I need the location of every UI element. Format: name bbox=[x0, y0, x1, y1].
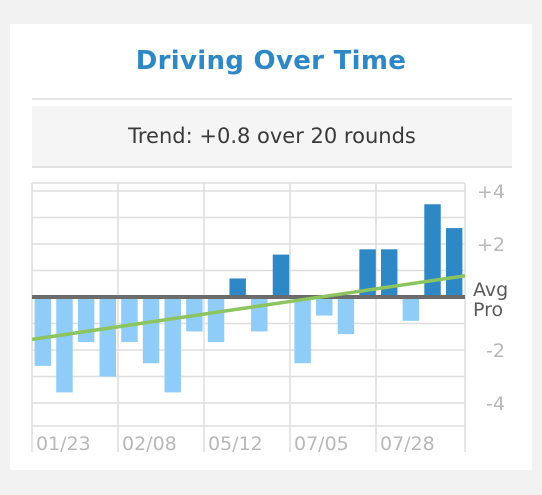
bar bbox=[99, 297, 117, 377]
pro-label: Pro bbox=[473, 299, 503, 321]
bar bbox=[402, 297, 420, 321]
bar bbox=[77, 297, 95, 343]
bar bbox=[380, 249, 398, 297]
bar bbox=[359, 249, 376, 297]
bar bbox=[142, 297, 160, 364]
x-axis-labels: 01/23 02/08 05/12 07/05 07/28 bbox=[36, 433, 435, 455]
x-tick-label: 07/28 bbox=[380, 433, 435, 455]
y-tick-label: +2 bbox=[477, 234, 505, 256]
avg-label: Avg bbox=[473, 279, 508, 301]
chart-card: Driving Over Time Trend: +0.8 over 20 ro… bbox=[10, 24, 532, 470]
bar bbox=[207, 297, 225, 343]
x-tick-label: 01/23 bbox=[36, 433, 91, 455]
bar bbox=[229, 278, 246, 297]
y-axis-labels: +4 +2 -2 -4 bbox=[477, 181, 505, 415]
bar bbox=[337, 297, 355, 335]
title-divider bbox=[32, 98, 512, 100]
bar bbox=[294, 297, 311, 364]
x-tick-label: 02/08 bbox=[122, 433, 177, 455]
bar bbox=[316, 297, 333, 316]
bar bbox=[34, 297, 52, 366]
bar bbox=[445, 228, 463, 297]
bar bbox=[164, 297, 181, 393]
bar bbox=[424, 204, 441, 297]
bar bbox=[56, 297, 73, 393]
bar bbox=[251, 297, 268, 332]
chart-bars bbox=[34, 204, 463, 393]
x-tick-label: 07/05 bbox=[294, 433, 349, 455]
trend-summary: Trend: +0.8 over 20 rounds bbox=[32, 106, 512, 168]
y-tick-label: +4 bbox=[477, 181, 505, 203]
bar bbox=[272, 254, 290, 297]
chart-title: Driving Over Time bbox=[135, 46, 407, 76]
y-tick-label: -4 bbox=[486, 393, 505, 415]
x-tick-label: 05/12 bbox=[208, 433, 263, 455]
chart-grid bbox=[31, 182, 466, 452]
y-tick-label: -2 bbox=[486, 340, 505, 362]
bar bbox=[121, 297, 138, 343]
pro-trend-line bbox=[31, 274, 466, 342]
